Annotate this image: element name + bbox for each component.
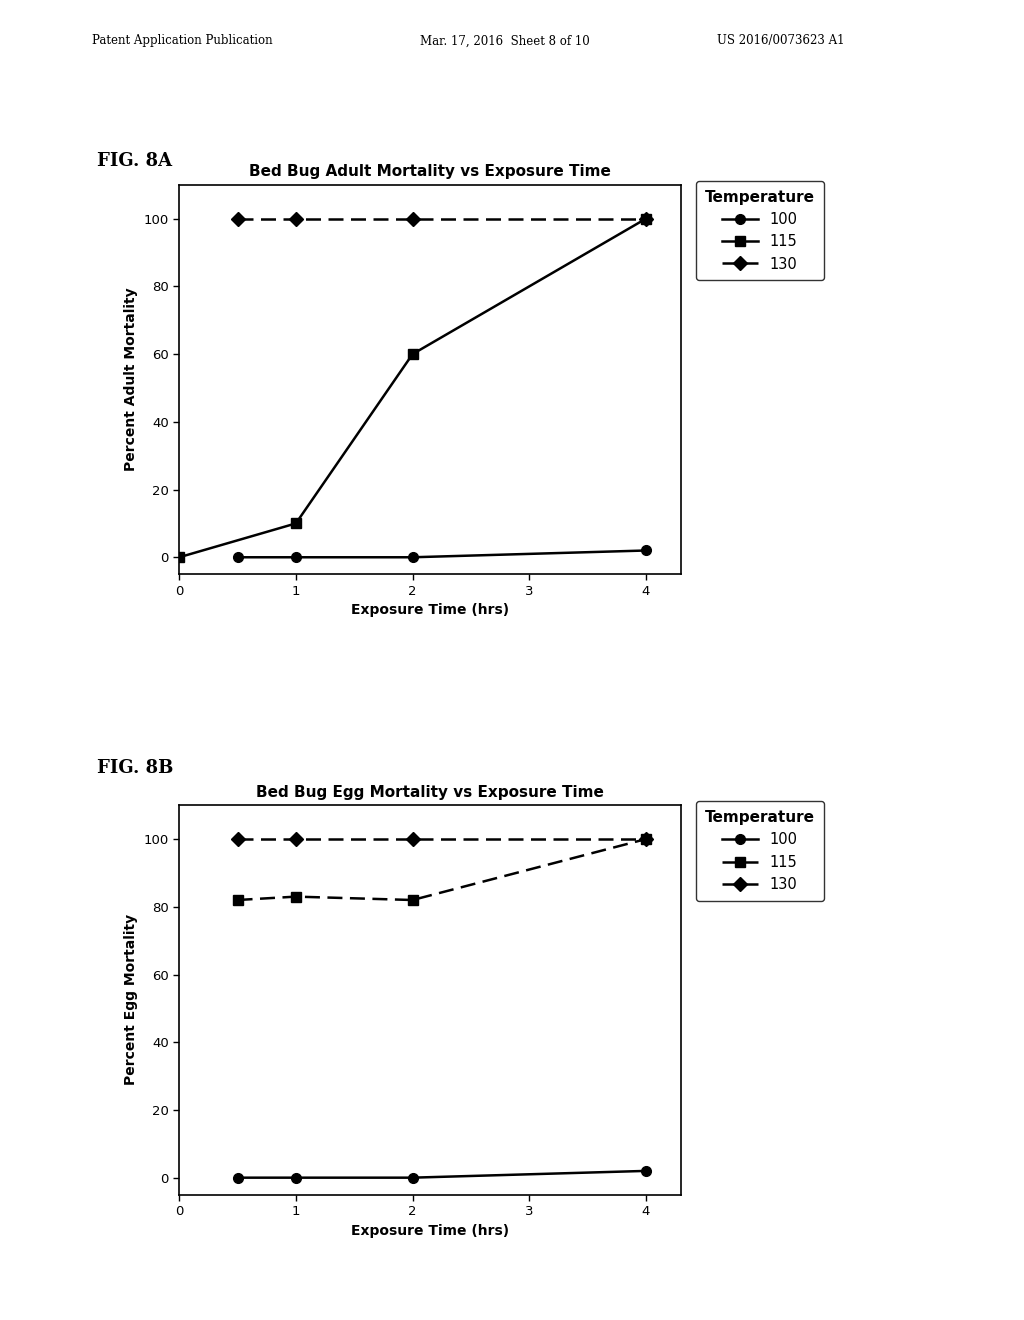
Text: Mar. 17, 2016  Sheet 8 of 10: Mar. 17, 2016 Sheet 8 of 10 — [420, 34, 590, 48]
Y-axis label: Percent Egg Mortality: Percent Egg Mortality — [124, 915, 138, 1085]
Text: Patent Application Publication: Patent Application Publication — [92, 34, 272, 48]
Text: US 2016/0073623 A1: US 2016/0073623 A1 — [717, 34, 845, 48]
Text: FIG. 8B: FIG. 8B — [97, 759, 174, 777]
X-axis label: Exposure Time (hrs): Exposure Time (hrs) — [351, 1224, 509, 1238]
Title: Bed Bug Egg Mortality vs Exposure Time: Bed Bug Egg Mortality vs Exposure Time — [256, 785, 604, 800]
X-axis label: Exposure Time (hrs): Exposure Time (hrs) — [351, 603, 509, 618]
Y-axis label: Percent Adult Mortality: Percent Adult Mortality — [124, 288, 138, 471]
Title: Bed Bug Adult Mortality vs Exposure Time: Bed Bug Adult Mortality vs Exposure Time — [249, 165, 611, 180]
Text: FIG. 8A: FIG. 8A — [97, 152, 172, 170]
Legend: 100, 115, 130: 100, 115, 130 — [696, 181, 823, 280]
Legend: 100, 115, 130: 100, 115, 130 — [696, 801, 823, 900]
